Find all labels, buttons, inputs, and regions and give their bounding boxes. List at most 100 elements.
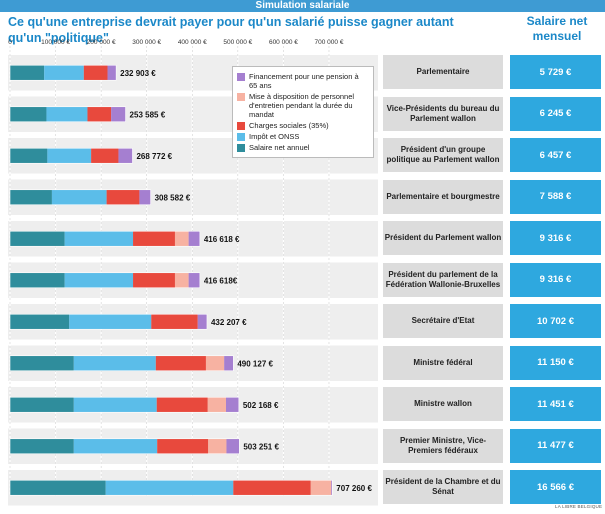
x-tick-label: 200 000 € bbox=[87, 39, 116, 46]
bar-segment bbox=[64, 272, 134, 288]
legend-swatch bbox=[237, 133, 245, 141]
total-label: 416 618€ bbox=[204, 276, 238, 285]
bar-segment bbox=[233, 480, 311, 496]
banner: Simulation salariale bbox=[0, 0, 605, 12]
legend-swatch bbox=[237, 122, 245, 130]
x-tick-label: 400 000 € bbox=[178, 39, 207, 46]
role-label: Président du Parlement wallon bbox=[383, 221, 503, 255]
x-tick-label: 700 000 € bbox=[315, 39, 344, 46]
bar-outline bbox=[9, 64, 117, 81]
bar-segment bbox=[106, 189, 140, 205]
legend-label: Charges sociales (35%) bbox=[249, 121, 329, 130]
bar-segment bbox=[208, 438, 227, 454]
legend-swatch bbox=[237, 93, 245, 101]
total-label: 416 618 € bbox=[204, 235, 240, 244]
bar-outline bbox=[9, 313, 208, 330]
monthly-salary: 5 729 € bbox=[510, 55, 601, 89]
legend-item: Charges sociales (35%) bbox=[237, 121, 369, 130]
bar-segment bbox=[157, 438, 209, 454]
total-label: 707 260 € bbox=[336, 484, 372, 493]
bar-segment bbox=[91, 148, 119, 164]
total-label: 503 251 € bbox=[243, 442, 279, 451]
legend-label: Mise à disposition de personnel d'entret… bbox=[249, 92, 355, 119]
bar-segment bbox=[10, 106, 47, 122]
x-tick-label: 600 000 € bbox=[269, 39, 298, 46]
monthly-salary: 10 702 € bbox=[510, 304, 601, 338]
legend-swatch bbox=[237, 73, 245, 81]
bar-segment bbox=[111, 106, 126, 122]
bar-segment bbox=[10, 65, 45, 81]
total-label: 432 207 € bbox=[211, 318, 247, 327]
bar-outline bbox=[9, 106, 126, 123]
bar-segment bbox=[188, 231, 200, 247]
legend-item: Mise à disposition de personnel d'entret… bbox=[237, 92, 369, 119]
bar-segment bbox=[10, 148, 48, 164]
bar-segment bbox=[10, 272, 65, 288]
bar-segment bbox=[10, 355, 74, 371]
x-tick-label: 100 000 € bbox=[41, 39, 70, 46]
bar-segment bbox=[73, 438, 158, 454]
bar-segment bbox=[207, 397, 227, 413]
bar-segment bbox=[47, 148, 92, 164]
bar-segment bbox=[224, 355, 234, 371]
bar-segment bbox=[205, 355, 225, 371]
bar-outline bbox=[9, 147, 133, 164]
total-label: 268 772 € bbox=[136, 152, 172, 161]
legend-item: Salaire net annuel bbox=[237, 143, 369, 152]
bar-segment bbox=[10, 189, 52, 205]
bar-segment bbox=[107, 65, 117, 81]
bar-segment bbox=[310, 480, 332, 496]
legend-item: Financement pour une pension à 65 ans bbox=[237, 72, 369, 90]
role-label: Ministre wallon bbox=[383, 387, 503, 421]
salary-column-header: Salaire net mensuel bbox=[526, 14, 588, 43]
chart-title: Ce qu'une entreprise devrait payer pour … bbox=[8, 15, 454, 45]
x-tick-label: 0 bbox=[8, 39, 12, 46]
bar-outline bbox=[9, 438, 240, 455]
legend-label: Impôt et ONSS bbox=[249, 132, 300, 141]
legend-label: Salaire net annuel bbox=[249, 143, 310, 152]
monthly-salary: 6 457 € bbox=[510, 138, 601, 172]
chart-legend: Financement pour une pension à 65 ans Mis… bbox=[232, 66, 374, 158]
role-label: Parlementaire bbox=[383, 55, 503, 89]
role-label: Président du parlement de la Fédération … bbox=[383, 262, 503, 297]
bar-segment bbox=[174, 272, 189, 288]
bar-segment bbox=[87, 106, 112, 122]
monthly-salary: 16 566 € bbox=[510, 470, 601, 504]
legend-swatch bbox=[237, 144, 245, 152]
monthly-salary: 6 245 € bbox=[510, 96, 601, 131]
bar-segment bbox=[331, 480, 333, 496]
bar-segment bbox=[10, 397, 74, 413]
bar-segment bbox=[83, 65, 108, 81]
bar-segment bbox=[10, 231, 65, 247]
role-label: Vice-Présidents du bureau du Parlement w… bbox=[383, 96, 503, 131]
bar-segment bbox=[10, 438, 74, 454]
bar-segment bbox=[226, 397, 239, 413]
bar-outline bbox=[9, 396, 240, 413]
bar-outline bbox=[9, 272, 201, 289]
bar-outline bbox=[9, 230, 201, 247]
bar-segment bbox=[46, 106, 88, 122]
bar-segment bbox=[73, 397, 157, 413]
total-label: 308 582 € bbox=[155, 193, 191, 202]
total-label: 502 168 € bbox=[243, 401, 279, 410]
bar-segment bbox=[133, 231, 175, 247]
bar-outline bbox=[9, 479, 333, 496]
bar-segment bbox=[151, 314, 198, 330]
legend-item: Impôt et ONSS bbox=[237, 132, 369, 141]
role-label: Premier Ministre, Vice-Premiers fédéraux bbox=[383, 428, 503, 463]
monthly-salary: 11 150 € bbox=[510, 345, 601, 380]
monthly-salary: 11 451 € bbox=[510, 387, 601, 421]
bar-outline bbox=[9, 189, 151, 206]
bar-segment bbox=[156, 397, 208, 413]
source-credit: LA LIBRE BELGIQUE bbox=[555, 504, 603, 509]
bar-segment bbox=[64, 231, 134, 247]
monthly-salary: 9 316 € bbox=[510, 221, 601, 255]
bar-segment bbox=[118, 148, 133, 164]
bar-segment bbox=[69, 314, 152, 330]
bar-outline bbox=[9, 355, 234, 372]
bar-segment bbox=[73, 355, 156, 371]
legend-label: Financement pour une pension à 65 ans bbox=[249, 72, 359, 90]
total-label: 490 127 € bbox=[237, 359, 273, 368]
monthly-salary: 9 316 € bbox=[510, 262, 601, 297]
total-label: 253 585 € bbox=[130, 110, 166, 119]
